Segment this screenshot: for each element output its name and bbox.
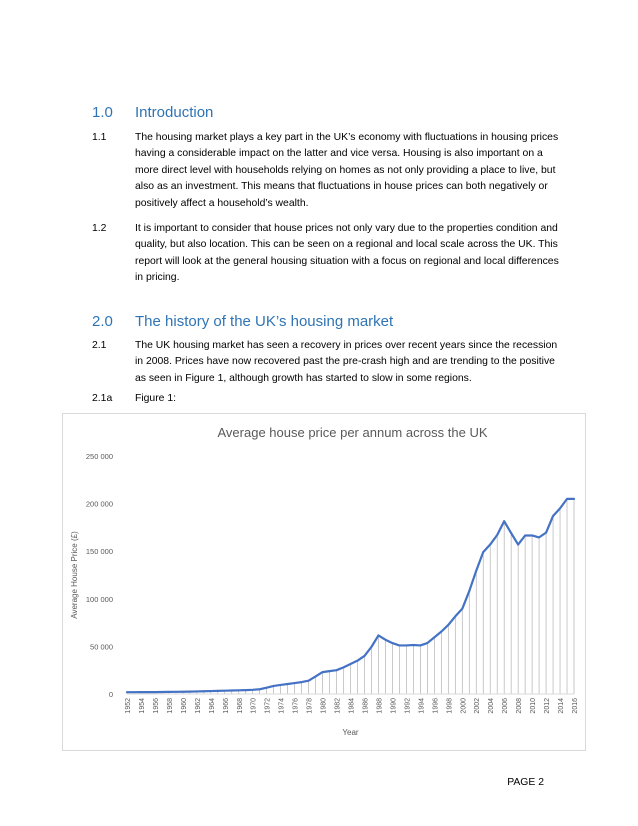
x-tick-label: 1990 (390, 698, 397, 714)
x-tick-label: 1962 (195, 698, 202, 714)
x-tick-label: 2006 (502, 698, 509, 714)
section-title: Introduction (135, 104, 214, 121)
x-tick-label: 1976 (293, 698, 300, 714)
y-tick-label: 0 (109, 690, 113, 699)
section-heading-1: 1.0 Introduction (92, 104, 213, 121)
chart-container: Average house price per annum across the… (62, 413, 586, 751)
paragraph-number: 1.1 (92, 132, 107, 143)
x-tick-label: 1978 (307, 698, 314, 714)
y-tick-label: 150 000 (86, 547, 113, 556)
x-tick-label: 1956 (153, 698, 160, 714)
x-tick-label: 1984 (349, 698, 356, 714)
paragraph-number: 1.2 (92, 223, 107, 234)
figure-label: 2.1a Figure 1: (92, 393, 176, 404)
paragraph-number: 2.1 (92, 340, 107, 351)
x-tick-label: 1974 (279, 698, 286, 714)
x-tick-label: 1954 (139, 698, 146, 714)
x-tick-label: 1964 (209, 698, 216, 714)
chart-title: Average house price per annum across the… (217, 425, 487, 440)
x-tick-label: 2014 (558, 698, 565, 714)
paragraph-text: The housing market plays a key part in t… (135, 132, 559, 209)
figure-caption: Figure 1: (135, 393, 177, 404)
x-tick-label: 1986 (362, 698, 369, 714)
section-title: The history of the UK’s housing market (135, 313, 394, 330)
page-number: PAGE 2 (507, 777, 544, 788)
x-tick-label: 1996 (432, 698, 439, 714)
x-tick-label: 2004 (488, 698, 495, 714)
x-tick-label: 2008 (516, 698, 523, 714)
series-line (125, 497, 576, 694)
x-tick-label: 2012 (544, 698, 551, 714)
x-tick-label: 1970 (251, 698, 258, 714)
x-tick-label: 1982 (335, 698, 342, 714)
x-tick-label: 2016 (572, 698, 579, 714)
section-heading-2: 2.0 The history of the UK’s housing marke… (92, 313, 393, 330)
x-tick-label: 1998 (446, 698, 453, 714)
figure-number: 2.1a (92, 393, 113, 404)
x-tick-label: 1958 (167, 698, 174, 714)
y-tick-label: 100 000 (86, 595, 113, 604)
x-axis-label: Year (342, 728, 359, 737)
x-tick-label: 1988 (376, 698, 383, 714)
section-number: 1.0 (92, 104, 113, 121)
y-tick-label: 50 000 (90, 642, 113, 651)
y-tick-label: 200 000 (86, 500, 113, 509)
paragraph-1-1: 1.1 The housing market plays a key part … (92, 130, 562, 212)
x-tick-label: 2002 (474, 698, 481, 714)
section-number: 2.0 (92, 313, 113, 330)
x-tick-label: 1966 (223, 698, 230, 714)
x-tick-label: 2010 (530, 698, 537, 714)
y-tick-label: 250 000 (86, 452, 113, 461)
x-tick-label: 1972 (265, 698, 272, 714)
paragraph-2-1: 2.1 The UK housing market has seen a rec… (92, 338, 562, 387)
house-price-chart: Average house price per annum across the… (70, 425, 579, 737)
x-tick-label: 1952 (125, 698, 132, 714)
x-tick-label: 2000 (460, 698, 467, 714)
paragraph-text: It is important to consider that house p… (135, 223, 559, 284)
x-tick-label: 1960 (181, 698, 188, 714)
x-tick-label: 1968 (237, 698, 244, 714)
x-tick-label: 1994 (418, 698, 425, 714)
y-axis-label: Average House Price (£) (70, 531, 79, 619)
x-tick-label: 1980 (321, 698, 328, 714)
x-tick-label: 1992 (404, 698, 411, 714)
paragraph-text: The UK housing market has seen a recover… (135, 340, 558, 384)
paragraph-1-2: 1.2 It is important to consider that hou… (92, 221, 562, 287)
